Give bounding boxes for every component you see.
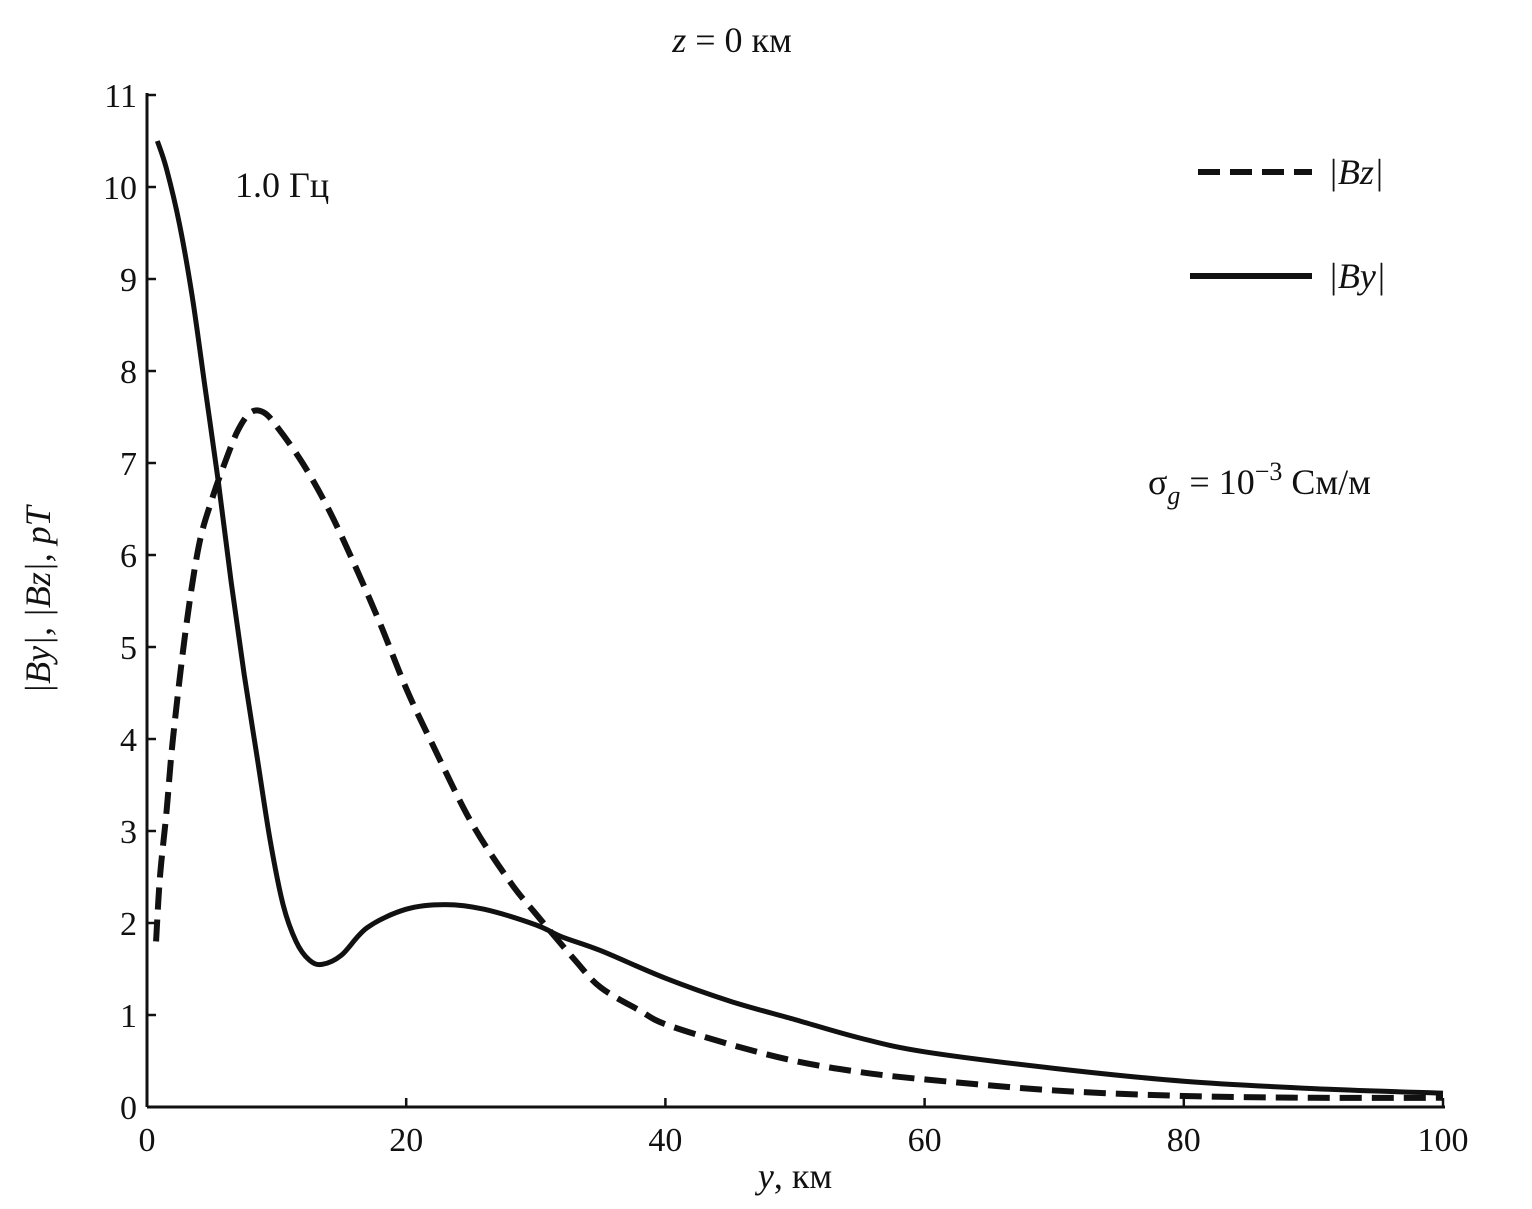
x-tick-label: 60	[908, 1122, 942, 1159]
axes: 0 20 40 60 80 100 0 1 2 3 4 5 6 7 8 9 10 11	[103, 78, 1469, 1159]
y-tick-label: 6	[120, 538, 137, 575]
x-tick-label: 20	[389, 1122, 423, 1159]
conductivity-annotation: σg = 10−3 См/м	[1148, 457, 1371, 510]
y-axis-label: |By|, |Bz|, pT	[18, 503, 58, 694]
y-tick-label: 4	[120, 722, 137, 759]
x-tick-label: 0	[139, 1122, 156, 1159]
chart-title: z = 0 км	[671, 20, 792, 60]
y-tick-label: 10	[103, 170, 137, 207]
y-tick-label: 1	[120, 998, 137, 1035]
y-tick-label: 9	[120, 262, 137, 299]
sigma-unit: См/м	[1282, 462, 1371, 502]
sigma: σ	[1148, 462, 1167, 502]
x-tick-label: 80	[1167, 1122, 1201, 1159]
xlabel-rest: , км	[774, 1156, 832, 1196]
frequency-annotation: 1.0 Гц	[235, 165, 329, 205]
y-tick-label: 3	[120, 814, 137, 851]
y-tick-label: 0	[120, 1090, 137, 1127]
series-line-by	[154, 140, 1444, 1096]
series-line-bz	[153, 407, 1444, 1101]
y-tick-label: 11	[104, 78, 137, 115]
title-rest: = 0 км	[686, 20, 792, 60]
legend: |Bz| |By|	[1190, 152, 1386, 296]
y-tick-label: 8	[120, 354, 137, 391]
y-tick-label: 2	[120, 906, 137, 943]
sigma-sup: −3	[1255, 457, 1283, 486]
x-tick-label: 40	[648, 1122, 682, 1159]
sigma-sub: g	[1167, 481, 1180, 510]
series-group	[153, 140, 1444, 1101]
x-axis-label: y, км	[755, 1156, 832, 1196]
title-var: z	[671, 20, 686, 60]
y-tick-label: 7	[120, 446, 137, 483]
y-tick-label: 5	[120, 630, 137, 667]
sigma-eq: = 10	[1180, 462, 1254, 502]
legend-label-bz: |Bz|	[1328, 152, 1384, 192]
legend-label-by: |By|	[1328, 256, 1386, 296]
xlabel-var: y	[755, 1156, 774, 1196]
x-tick-label: 100	[1418, 1122, 1469, 1159]
